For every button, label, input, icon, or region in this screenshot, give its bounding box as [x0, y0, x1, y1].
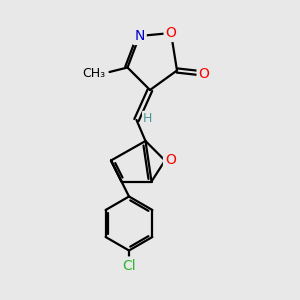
Text: O: O — [166, 26, 176, 40]
Text: O: O — [199, 67, 209, 80]
Text: CH₃: CH₃ — [82, 67, 105, 80]
Text: H: H — [143, 112, 153, 125]
Text: Cl: Cl — [122, 259, 136, 272]
Text: N: N — [134, 29, 145, 43]
Text: O: O — [165, 154, 176, 167]
